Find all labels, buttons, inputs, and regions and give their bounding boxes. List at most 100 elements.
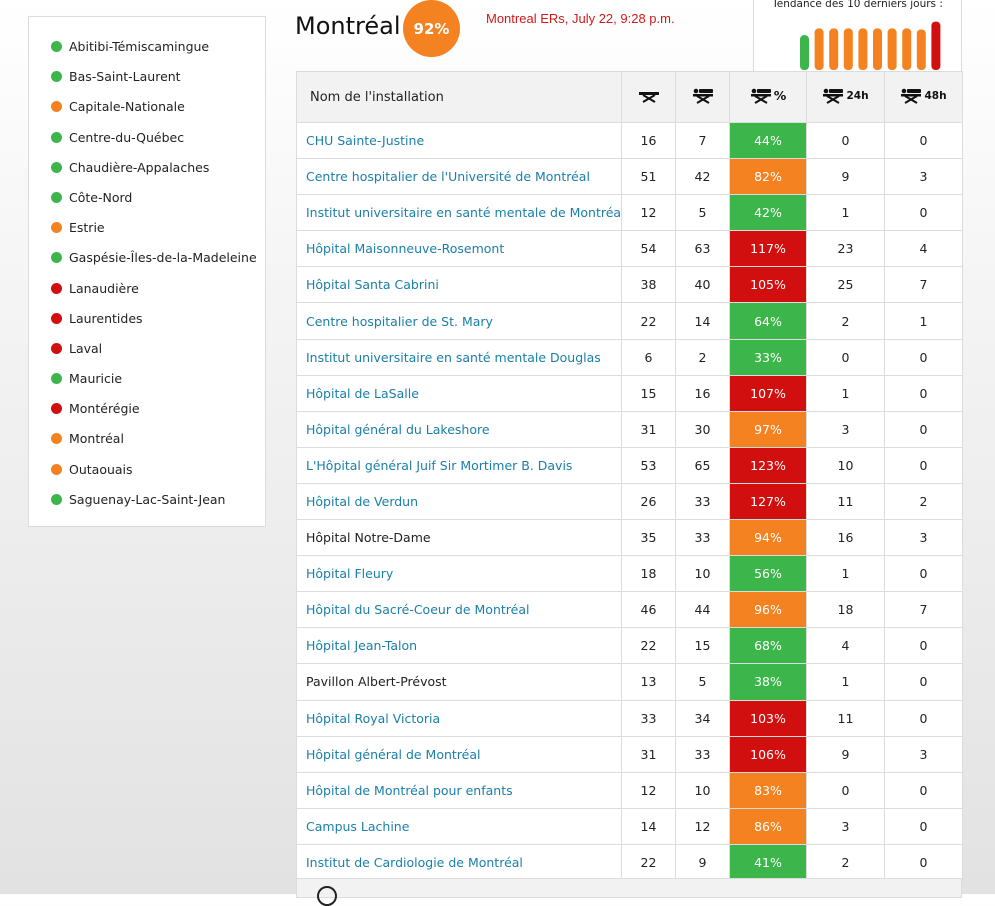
facility-link[interactable]: Centre hospitalier de St. Mary bbox=[306, 313, 493, 329]
trend-bar bbox=[887, 28, 897, 70]
facility-link[interactable]: Campus Lachine bbox=[306, 818, 410, 834]
sidebar-item-label: Capitale-Nationale bbox=[69, 99, 185, 115]
table-row: Hôpital Jean-Talon 22 15 68% 4 0 bbox=[296, 627, 963, 665]
col-header-name[interactable]: Nom de l'installation bbox=[296, 71, 622, 123]
stretchers-cell: 31 bbox=[621, 735, 676, 773]
facility-name-cell: Campus Lachine bbox=[296, 807, 622, 845]
region-items: Abitibi-Témiscamingue Bas-Saint-Laurent Ca… bbox=[29, 17, 265, 522]
status-dot-icon bbox=[51, 312, 62, 324]
trend-bar bbox=[931, 21, 941, 70]
facility-link[interactable]: Institut de Cardiologie de Montréal bbox=[306, 854, 523, 870]
facility-link[interactable]: Hôpital Fleury bbox=[306, 566, 394, 582]
col-header-occupied[interactable] bbox=[675, 71, 730, 123]
sidebar-item-region[interactable]: Laurentides bbox=[29, 311, 265, 341]
stretchers-cell: 54 bbox=[621, 230, 676, 268]
col-header-pct[interactable]: % bbox=[729, 71, 807, 123]
stretchers-cell: 33 bbox=[621, 699, 676, 737]
stretchers-cell: 13 bbox=[621, 663, 676, 701]
facility-link[interactable]: Hôpital Santa Cabrini bbox=[306, 277, 439, 293]
over-48h-cell: 2 bbox=[884, 482, 963, 521]
table-row: Hôpital de LaSalle 15 16 107% 1 0 bbox=[296, 374, 963, 412]
facility-link[interactable]: Hôpital Royal Victoria bbox=[306, 710, 441, 726]
occupied-cell: 33 bbox=[675, 519, 730, 557]
table-row: Hôpital Santa Cabrini 38 40 105% 25 7 bbox=[296, 266, 963, 304]
over-48h-cell: 0 bbox=[884, 121, 963, 160]
sidebar-item-label: Centre-du-Québec bbox=[69, 129, 185, 145]
facility-name-cell: Centre hospitalier de l'Université de Mo… bbox=[296, 158, 622, 196]
sidebar-item-region[interactable]: Laval bbox=[29, 341, 265, 371]
over-24h-cell: 0 bbox=[806, 338, 885, 376]
facility-link[interactable]: Hôpital de Verdun bbox=[306, 493, 419, 509]
facility-link[interactable]: Institut universitaire en santé mentale … bbox=[306, 349, 601, 365]
occupancy-pct-cell: 123% bbox=[729, 446, 807, 484]
occupied-stretcher-icon bbox=[750, 88, 771, 104]
sidebar-item-region[interactable]: Montérégie bbox=[29, 401, 265, 431]
occupied-cell: 30 bbox=[675, 410, 730, 448]
occupied-cell: 12 bbox=[675, 807, 730, 845]
stretchers-cell: 46 bbox=[621, 591, 676, 629]
facility-link[interactable]: L'Hôpital général Juif Sir Mortimer B. D… bbox=[306, 457, 573, 473]
sidebar-item-region[interactable]: Montréal bbox=[29, 431, 265, 461]
occupied-cell: 5 bbox=[675, 663, 730, 701]
occupied-stretcher-icon bbox=[901, 88, 922, 104]
stretchers-cell: 12 bbox=[621, 194, 676, 232]
over-24h-cell: 1 bbox=[806, 374, 885, 412]
table-row: Centre hospitalier de St. Mary 22 14 64% 2 1 bbox=[296, 302, 963, 340]
facility-link[interactable]: Hôpital du Sacré-Coeur de Montréal bbox=[306, 602, 530, 618]
sidebar-item-region[interactable]: Estrie bbox=[29, 220, 265, 250]
col-header-24h[interactable]: 24h bbox=[806, 71, 885, 123]
over-24h-cell: 1 bbox=[806, 663, 885, 701]
over-48h-cell: 0 bbox=[884, 555, 963, 593]
sidebar-item-region[interactable]: Abitibi-Témiscamingue bbox=[29, 39, 265, 69]
over-48h-cell: 7 bbox=[884, 266, 963, 304]
facility-name-cell: Institut universitaire en santé mentale … bbox=[296, 194, 622, 232]
facility-link[interactable]: Hôpital de LaSalle bbox=[306, 385, 419, 401]
occupancy-pct-cell: 103% bbox=[729, 699, 807, 737]
page-title: Montréal bbox=[295, 12, 401, 40]
over-48h-cell: 0 bbox=[884, 338, 963, 376]
facility-link[interactable]: CHU Sainte-Justine bbox=[306, 133, 425, 149]
sidebar-item-label: Montérégie bbox=[69, 401, 140, 417]
sidebar-item-region[interactable]: Côte-Nord bbox=[29, 190, 265, 220]
table-row: Institut universitaire en santé mentale … bbox=[296, 194, 963, 232]
occupancy-pct-cell: 97% bbox=[729, 410, 807, 448]
status-dot-icon bbox=[51, 161, 62, 173]
facility-link[interactable]: Hôpital Maisonneuve-Rosemont bbox=[306, 241, 505, 257]
occupancy-pct-cell: 106% bbox=[729, 735, 807, 773]
facility-link[interactable]: Institut universitaire en santé mentale … bbox=[306, 205, 622, 221]
sidebar-item-region[interactable]: Centre-du-Québec bbox=[29, 130, 265, 160]
col-header-stretchers[interactable] bbox=[621, 71, 676, 123]
facility-link[interactable]: Centre hospitalier de l'Université de Mo… bbox=[306, 169, 590, 185]
occupancy-pct-cell: 68% bbox=[729, 627, 807, 665]
table-row: Institut de Cardiologie de Montréal 22 9 41… bbox=[296, 843, 963, 881]
status-dot-icon bbox=[51, 222, 62, 234]
clock-icon bbox=[317, 886, 337, 906]
over-48h-cell: 0 bbox=[884, 627, 963, 665]
facility-link[interactable]: Hôpital de Montréal pour enfants bbox=[306, 782, 513, 798]
sidebar-item-region[interactable]: Bas-Saint-Laurent bbox=[29, 69, 265, 99]
occupancy-pct-cell: 96% bbox=[729, 591, 807, 629]
facility-link[interactable]: Hôpital général de Montréal bbox=[306, 746, 481, 762]
table-row: Hôpital Maisonneuve-Rosemont 54 63 117% 23 4 bbox=[296, 230, 963, 268]
facility-link[interactable]: Hôpital général du Lakeshore bbox=[306, 421, 490, 437]
over-24h-cell: 11 bbox=[806, 482, 885, 521]
sidebar-item-region[interactable]: Saguenay-Lac-Saint-Jean bbox=[29, 492, 265, 522]
over-24h-cell: 2 bbox=[806, 302, 885, 340]
facility-name-cell: Hôpital de Verdun bbox=[296, 482, 622, 521]
sidebar-item-label: Abitibi-Témiscamingue bbox=[69, 39, 210, 54]
sidebar-item-region[interactable]: Chaudière-Appalaches bbox=[29, 160, 265, 190]
facility-name: Hôpital Notre-Dame bbox=[306, 530, 431, 546]
over-24h-cell: 0 bbox=[806, 771, 885, 809]
table-row: Institut universitaire en santé mentale … bbox=[296, 338, 963, 376]
facility-link[interactable]: Hôpital Jean-Talon bbox=[306, 638, 418, 654]
sidebar-item-region[interactable]: Lanaudière bbox=[29, 281, 265, 311]
occupied-cell: 5 bbox=[675, 194, 730, 232]
sidebar-item-label: Côte-Nord bbox=[69, 189, 133, 205]
sidebar-item-region[interactable]: Gaspésie-Îles-de-la-Madeleine bbox=[29, 250, 265, 280]
col-header-48h[interactable]: 48h bbox=[884, 71, 963, 123]
status-dot-icon bbox=[51, 71, 62, 83]
facility-name-cell: L'Hôpital général Juif Sir Mortimer B. D… bbox=[296, 446, 622, 484]
sidebar-item-region[interactable]: Capitale-Nationale bbox=[29, 99, 265, 129]
sidebar-item-region[interactable]: Outaouais bbox=[29, 462, 265, 492]
sidebar-item-region[interactable]: Mauricie bbox=[29, 371, 265, 401]
